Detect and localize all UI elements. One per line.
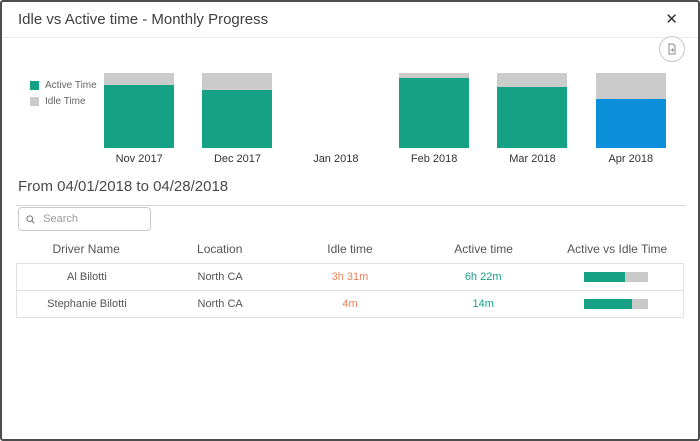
progress-track	[584, 272, 649, 282]
col-header-location: Location	[197, 242, 243, 256]
chart-legend: Active Time Idle Time	[30, 80, 97, 112]
stacked-bar-chart: Nov 2017 Dec 2017 Jan 2018 Feb 2018 Mar 2018…	[90, 73, 680, 168]
search-input[interactable]	[41, 212, 143, 226]
month-label: Dec 2017	[213, 153, 262, 165]
idle-segment	[104, 73, 175, 85]
month-label: Jan 2018	[313, 153, 359, 165]
idle-segment	[202, 73, 273, 90]
idle-segment	[595, 73, 666, 99]
active-segment	[202, 89, 273, 148]
progress-fill	[584, 299, 633, 309]
active-vs-idle-cell	[550, 299, 683, 309]
chart-column: Feb 2018	[385, 73, 483, 168]
stacked-bar[interactable]	[497, 73, 568, 148]
progress-fill	[584, 272, 626, 282]
close-icon[interactable]: ✕	[665, 11, 678, 28]
active-time-cell: 6h 22m	[464, 271, 502, 283]
active-vs-idle-cell	[550, 272, 683, 282]
month-label: Feb 2018	[410, 153, 458, 165]
idle-segment	[497, 73, 568, 88]
month-label: Mar 2018	[509, 153, 556, 165]
chart-column: Nov 2017	[90, 73, 188, 168]
active-segment	[399, 78, 470, 148]
active-segment	[595, 98, 666, 148]
idle-time-cell: 3h 31m	[331, 271, 369, 283]
driver-name-cell: Al Bilotti	[67, 271, 107, 283]
idle-time-cell: 4m	[342, 298, 358, 310]
drivers-table: Driver Name Location Idle time Active ti…	[16, 242, 684, 318]
active-segment	[104, 85, 175, 148]
table-row[interactable]: Stephanie Bilotti North CA 4m 14m	[16, 290, 684, 318]
col-header-driver-name: Driver Name	[52, 242, 120, 256]
active-segment	[497, 87, 568, 148]
legend-label: Active Time	[45, 80, 97, 91]
search-box	[18, 207, 151, 231]
chart-column: Mar 2018	[483, 73, 581, 168]
legend-item: Idle Time	[30, 96, 97, 107]
export-report-icon	[668, 43, 676, 55]
stacked-bar[interactable]	[202, 73, 273, 148]
stacked-bar[interactable]	[399, 73, 470, 148]
col-header-active-vs-idle: Active vs Idle Time	[567, 242, 668, 256]
table-header-row: Driver Name Location Idle time Active ti…	[16, 242, 684, 264]
legend-label: Idle Time	[45, 96, 86, 107]
month-label: Apr 2018	[608, 153, 654, 165]
legend-item: Active Time	[30, 80, 97, 91]
chart-column: Dec 2017	[188, 73, 286, 168]
col-header-active-time: Active time	[454, 242, 513, 256]
search-icon	[26, 214, 35, 224]
stacked-bar[interactable]	[301, 73, 371, 148]
export-button[interactable]	[659, 36, 685, 62]
legend-swatch	[30, 81, 39, 90]
page-title: Idle vs Active time - Monthly Progress	[18, 11, 269, 28]
stacked-bar[interactable]	[104, 73, 175, 148]
dialog-header: Idle vs Active time - Monthly Progress ✕	[2, 2, 698, 38]
col-header-idle-time: Idle time	[327, 242, 373, 256]
driver-name-cell: Stephanie Bilotti	[47, 298, 127, 310]
date-range-label: From 04/01/2018 to 04/28/2018	[16, 178, 686, 206]
month-label: Nov 2017	[115, 153, 163, 165]
idle-segment	[399, 73, 470, 79]
progress-track	[584, 299, 649, 309]
location-cell: North CA	[197, 298, 243, 310]
table-body: Al Bilotti North CA 3h 31m 6h 22m Stephanie …	[16, 263, 684, 318]
location-cell: North CA	[197, 271, 243, 283]
legend-swatch	[30, 97, 39, 106]
table-row[interactable]: Al Bilotti North CA 3h 31m 6h 22m	[16, 263, 684, 291]
chart-column: Jan 2018	[287, 73, 385, 168]
chart-column: Apr 2018	[582, 73, 680, 168]
stacked-bar[interactable]	[595, 73, 666, 148]
active-time-cell: 14m	[472, 298, 494, 310]
